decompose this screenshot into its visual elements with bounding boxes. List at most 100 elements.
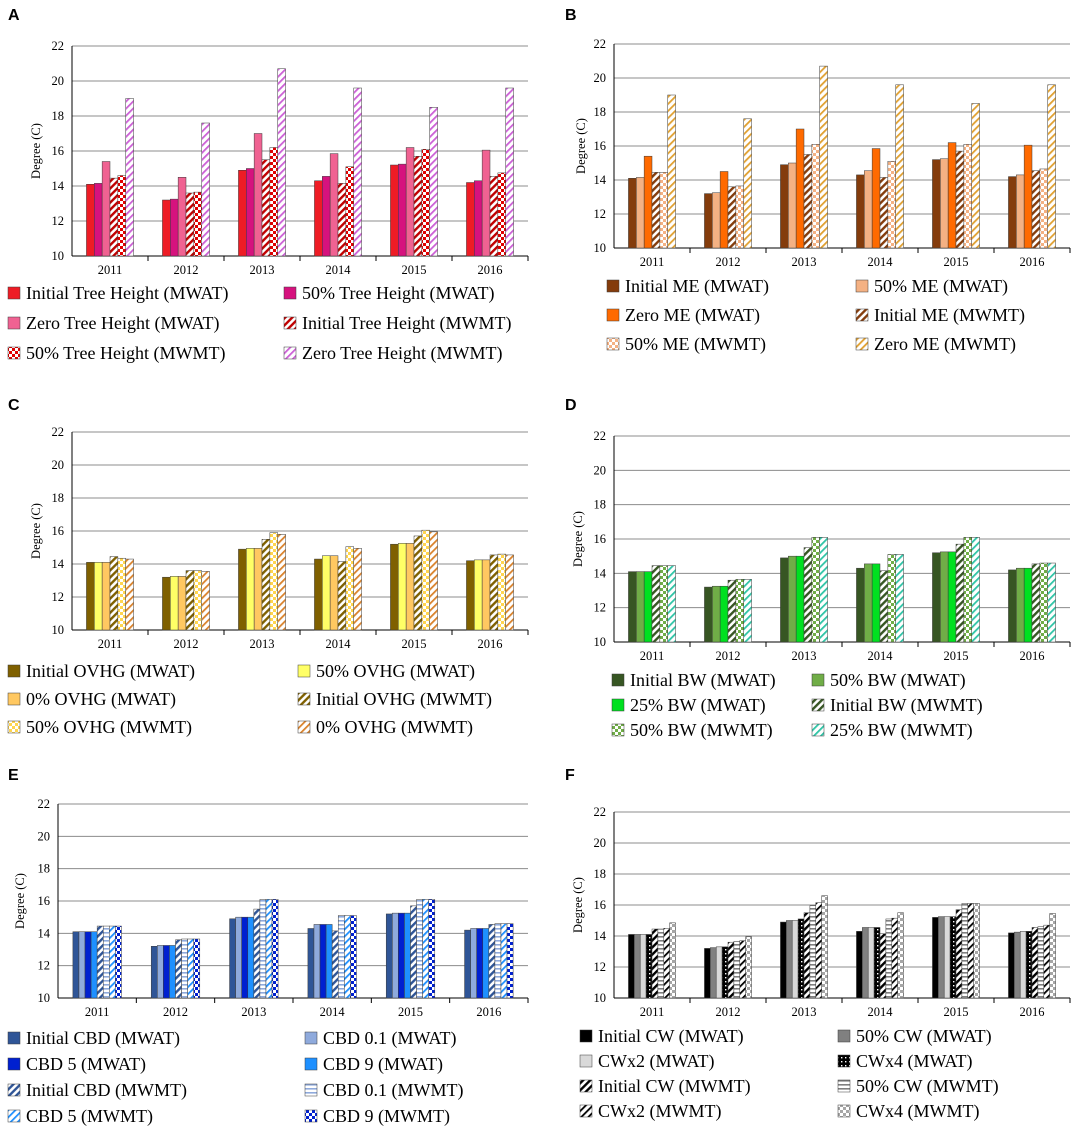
legend-item: Initial BW (MWMT)	[811, 695, 983, 716]
legend-swatch	[283, 286, 297, 300]
legend-item: Initial OVHG (MWMT)	[297, 689, 492, 710]
bar	[125, 558, 134, 631]
bar	[645, 934, 653, 999]
legend-label: 25% BW (MWMT)	[830, 720, 973, 741]
bar	[715, 946, 723, 999]
bar	[1016, 567, 1025, 643]
bar	[1014, 931, 1021, 999]
bar	[259, 899, 267, 999]
legend-label: Initial OVHG (MWAT)	[26, 661, 195, 682]
bar	[727, 579, 737, 643]
legend-item: 50% BW (MWMT)	[611, 720, 773, 741]
legend-label: 50% OVHG (MWAT)	[316, 661, 475, 682]
bar	[1031, 563, 1041, 643]
panel-E: E 10 12 14 16 18 20 22 Degree (C) 2011 2012 2013 201…	[7, 767, 529, 1127]
bar	[325, 924, 333, 999]
bar	[101, 161, 111, 257]
bar	[497, 172, 506, 257]
bar	[162, 576, 171, 631]
bar	[803, 547, 813, 643]
bar	[405, 147, 415, 257]
y-tick-label: 22	[594, 429, 607, 443]
bar	[1047, 84, 1056, 249]
legend-item: CWx2 (MWMT)	[579, 1101, 721, 1122]
bar	[429, 531, 438, 631]
bar	[795, 128, 805, 249]
bar	[398, 912, 405, 999]
bar	[727, 186, 737, 249]
bar	[90, 931, 98, 999]
bar	[659, 565, 668, 643]
bar	[94, 183, 103, 257]
bar	[727, 941, 735, 999]
legend-item: Initial ME (MWMT)	[855, 305, 1025, 326]
bar	[331, 930, 339, 999]
bar	[739, 940, 746, 999]
bar	[1008, 932, 1015, 999]
bar	[867, 927, 875, 999]
bar	[269, 147, 278, 257]
bar	[961, 903, 969, 999]
legend-swatch	[283, 346, 297, 360]
legend-swatch	[579, 1104, 593, 1118]
bar	[1023, 567, 1033, 643]
bar	[871, 148, 881, 249]
bar	[470, 928, 477, 999]
bar	[117, 557, 126, 631]
bar	[185, 570, 195, 631]
panel-A: A 10 12 14 16 18 20 22 Degree (C) 2011 2012 2013 201…	[7, 7, 529, 364]
y-axis-label: Degree (C)	[571, 877, 585, 933]
bar	[497, 553, 506, 631]
bar	[735, 185, 744, 249]
bar	[392, 912, 399, 999]
bar	[938, 916, 945, 999]
bar	[704, 586, 713, 643]
bar	[651, 172, 661, 249]
bar	[307, 928, 315, 999]
legend-swatch	[7, 1083, 21, 1097]
x-tick-label: 2016	[476, 1005, 501, 1019]
legend-item: Initial CW (MWMT)	[579, 1076, 751, 1097]
legend-label: Initial CBD (MWMT)	[26, 1080, 187, 1101]
legend-label: Zero ME (MWAT)	[625, 305, 760, 326]
legend-item: Zero ME (MWAT)	[606, 305, 760, 326]
legend-swatch	[304, 1083, 318, 1097]
legend-swatch	[7, 692, 21, 706]
legend-label: Initial BW (MWMT)	[830, 695, 983, 716]
bar	[885, 918, 893, 999]
bar	[322, 176, 331, 257]
y-tick-label: 10	[52, 623, 65, 637]
bar	[416, 899, 423, 999]
bar	[719, 171, 729, 249]
legend-label: Zero Tree Height (MWMT)	[302, 343, 502, 364]
x-tick-label: 2013	[250, 263, 275, 277]
x-tick-label: 2014	[326, 263, 352, 277]
legend-label: CWx2 (MWMT)	[598, 1101, 721, 1122]
bar	[175, 939, 182, 999]
y-tick-label: 22	[38, 797, 51, 811]
y-tick-label: 16	[52, 144, 65, 158]
x-tick-label: 2012	[174, 263, 199, 277]
legend-swatch	[7, 1057, 21, 1071]
bar	[1008, 176, 1017, 249]
x-tick-label: 2015	[402, 637, 427, 651]
bar	[815, 902, 822, 999]
bar	[669, 922, 676, 999]
bar	[261, 159, 271, 257]
bar	[657, 928, 665, 999]
bar	[651, 565, 661, 643]
bar	[500, 923, 508, 999]
y-tick-label: 20	[52, 458, 65, 472]
bar	[733, 941, 741, 999]
bar	[398, 163, 407, 257]
y-axis-label: Degree (C)	[29, 503, 43, 559]
x-tick-label: 2012	[716, 649, 741, 663]
legend-swatch	[7, 1109, 21, 1123]
legend-label: 50% BW (MWAT)	[830, 670, 966, 691]
y-tick-label: 16	[594, 898, 607, 912]
bar	[238, 548, 247, 631]
bar	[78, 931, 86, 999]
legend-item: Zero Tree Height (MWMT)	[283, 343, 502, 364]
